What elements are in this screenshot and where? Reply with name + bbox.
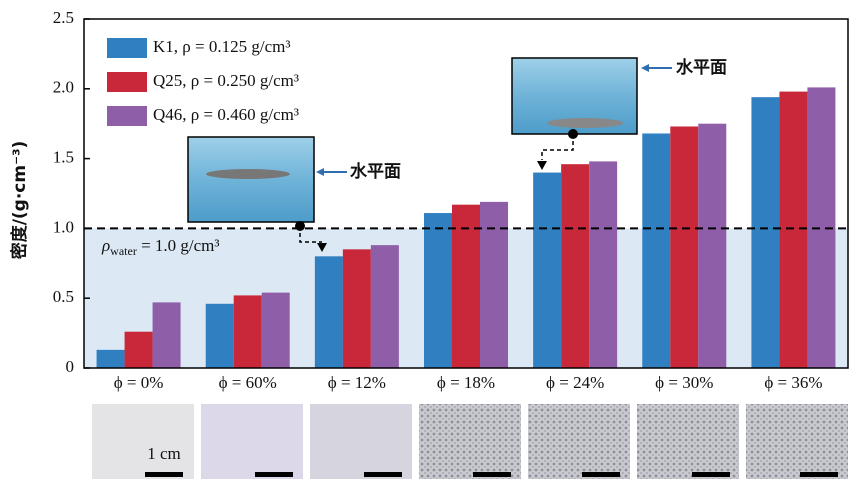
bar xyxy=(751,97,779,368)
x-tick-label: ϕ = 30% xyxy=(655,373,713,392)
chart: ρwater = 1.0 g/cm³ 0 0.5 1.0 1.5 2.0 2.5 ϕ = 0%… xyxy=(0,0,861,479)
x-tick-label: ϕ = 36% xyxy=(764,373,822,392)
sample-photos: 1 cm xyxy=(92,404,848,479)
bar xyxy=(371,245,399,368)
bar xyxy=(480,202,508,368)
reference-symbol: ρ xyxy=(101,236,110,255)
bar xyxy=(315,256,343,368)
bar xyxy=(589,161,617,368)
bar xyxy=(153,302,181,368)
legend-label: Q25, ρ = 0.250 g/cm³ xyxy=(153,71,299,90)
legend-label: Q46, ρ = 0.460 g/cm³ xyxy=(153,105,299,124)
bar xyxy=(262,293,290,368)
legend-swatch xyxy=(107,72,147,92)
y-tick-label: 0.5 xyxy=(53,287,74,306)
scale-bar-label: 1 cm xyxy=(147,444,181,463)
y-tick-label: 2.0 xyxy=(53,78,74,97)
bar xyxy=(234,295,262,368)
bar xyxy=(343,249,371,368)
legend-swatch xyxy=(107,38,147,58)
bar xyxy=(642,133,670,368)
reference-text: = 1.0 g/cm³ xyxy=(137,236,220,255)
bar xyxy=(779,92,807,368)
reference-subscript: water xyxy=(110,244,137,258)
bar xyxy=(670,126,698,368)
x-tick-label: ϕ = 24% xyxy=(546,373,604,392)
legend-swatch xyxy=(107,106,147,126)
y-tick-label: 0 xyxy=(66,357,75,376)
bar xyxy=(97,350,125,368)
y-tick-label: 2.5 xyxy=(53,8,74,27)
x-tick-label: ϕ = 60% xyxy=(219,373,277,392)
bar xyxy=(561,164,589,368)
bar xyxy=(125,332,153,368)
y-axis-label: 密度/(g·cm⁻³) xyxy=(9,141,30,260)
inset-label: 水平面 xyxy=(676,57,727,78)
inset-label: 水平面 xyxy=(350,161,401,182)
bar xyxy=(424,213,452,368)
bar xyxy=(698,124,726,368)
legend-label: K1, ρ = 0.125 g/cm³ xyxy=(153,37,290,56)
bar xyxy=(206,304,234,368)
x-tick-label: ϕ = 0% xyxy=(114,373,164,392)
x-tick-label: ϕ = 18% xyxy=(437,373,495,392)
x-tick-label: ϕ = 12% xyxy=(328,373,386,392)
bar xyxy=(533,173,561,368)
y-tick-label: 1.0 xyxy=(53,217,74,236)
y-tick-label: 1.5 xyxy=(53,148,74,167)
